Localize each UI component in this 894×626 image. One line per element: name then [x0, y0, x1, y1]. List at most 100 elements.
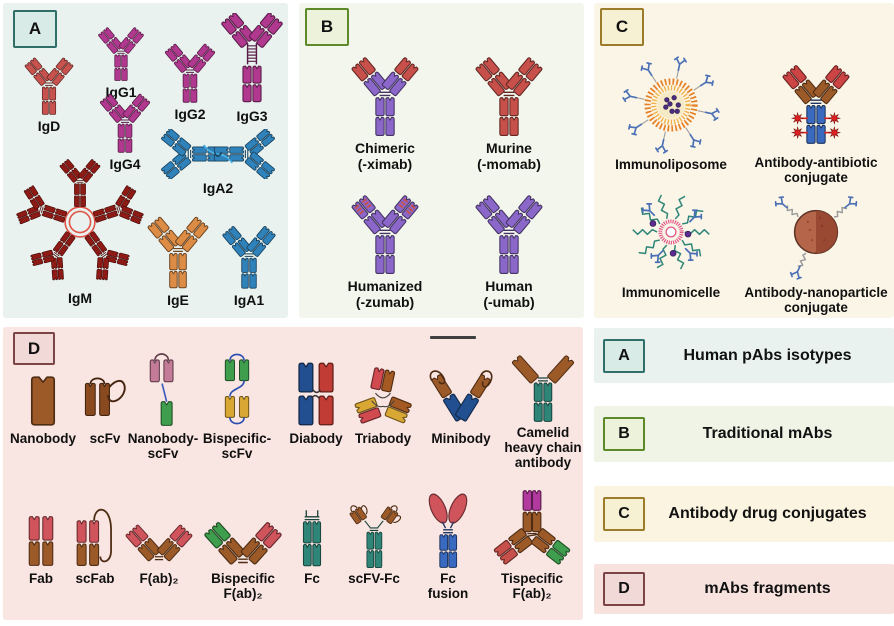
legend-label-c: Antibody drug conjugates — [668, 505, 867, 522]
nanobody-scfv-label: Nanobody-scFv — [127, 431, 199, 462]
fc-figure: Fc — [289, 507, 335, 586]
panel-c: C Immunoliposome Antibody-antibiotic conj… — [594, 3, 894, 318]
igg3-figure: IgG3 — [213, 13, 291, 125]
iga2-antibody-icon — [149, 129, 287, 179]
igg3-antibody-icon — [213, 13, 291, 107]
human-antibody-icon — [451, 189, 567, 277]
igg1-figure: IgG1 — [73, 23, 169, 101]
nanobody-scfv-figure: Nanobody-scFv — [128, 349, 198, 461]
ige-label: IgE — [167, 292, 189, 308]
fc-icon — [289, 507, 335, 569]
igg4-antibody-icon — [83, 89, 167, 155]
ige-antibody-icon — [139, 211, 217, 291]
fc-label: Fc — [304, 571, 320, 586]
fc-fusion-figure: Fc fusion — [413, 489, 483, 601]
legend-badge-b: B — [603, 417, 645, 451]
bispecific-fab2-figure: Bispecific F(ab)₂ — [199, 513, 287, 601]
scfv-label: scFv — [89, 431, 121, 446]
igm-label: IgM — [67, 290, 93, 306]
fc-fusion-icon — [413, 489, 483, 569]
iga2-label: IgA2 — [202, 180, 234, 196]
igm-figure: IgM — [7, 155, 153, 307]
iga1-figure: IgA1 — [209, 221, 289, 309]
human-figure: Human (-umab) — [451, 189, 567, 310]
antibody-nanoparticle-label: Antibody-nanoparticle conjugate — [744, 285, 888, 316]
nanobody-scfv-icon — [131, 349, 195, 429]
diabody-label: Diabody — [289, 431, 343, 446]
legend-label-b: Traditional mAbs — [702, 425, 833, 442]
fab-label: Fab — [28, 571, 53, 586]
scfv-icon — [81, 361, 129, 429]
fab2-icon — [121, 513, 197, 569]
humanized-figure: Humanized (-zumab) — [327, 189, 443, 310]
minibody-icon — [421, 357, 501, 429]
scale-bar — [430, 336, 476, 339]
panel-c-badge: C — [600, 8, 644, 46]
panel-d-badge: D — [13, 332, 55, 365]
immunoliposome-figure: Immunoliposome — [604, 55, 738, 172]
scfv-fc-figure: scFV-Fc — [337, 501, 411, 586]
igg2-figure: IgG2 — [147, 39, 233, 123]
legend-label-a: Human pAbs isotypes — [683, 346, 852, 364]
legend-row-c: C Antibody drug conjugates — [594, 486, 894, 542]
bispecific-scfv-label: Bispecific-scFv — [202, 431, 272, 462]
legend-row-b: B Traditional mAbs — [594, 406, 894, 462]
scfv-figure: scFv — [81, 361, 129, 446]
minibody-label: Minibody — [431, 431, 491, 446]
diabody-icon — [287, 359, 345, 429]
camelid-figure: Camelid heavy chain antibody — [503, 343, 583, 470]
scfab-figure: scFab — [69, 503, 121, 586]
igm-pentamer-icon — [7, 155, 153, 289]
igg3-label: IgG3 — [236, 108, 268, 124]
nanobody-icon — [5, 373, 81, 429]
panel-d: D Nanobody scFv Nanobody-scFv Bispecific… — [3, 327, 583, 620]
camelid-label: Camelid heavy chain antibody — [504, 425, 582, 471]
panel-b: B Chimeric (-ximab) Murine (-momab) Humani… — [299, 3, 584, 318]
human-label: Human (-umab) — [483, 278, 535, 310]
igg4-label: IgG4 — [109, 156, 141, 172]
panel-b-badge: B — [305, 8, 349, 46]
chimeric-antibody-icon — [327, 51, 443, 139]
igg2-label: IgG2 — [174, 106, 206, 122]
murine-figure: Murine (-momab) — [451, 51, 567, 172]
humanized-label: Humanized (-zumab) — [347, 278, 423, 310]
antibody-nanoparticle-figure: Antibody-nanoparticle conjugate — [742, 181, 890, 315]
chimeric-figure: Chimeric (-ximab) — [327, 51, 443, 172]
scfv-fc-icon — [337, 501, 411, 569]
triabody-icon — [347, 361, 419, 429]
diabody-figure: Diabody — [287, 359, 345, 446]
igd-label: IgD — [37, 118, 61, 134]
igg1-label: IgG1 — [105, 84, 137, 100]
fab2-figure: F(ab)₂ — [121, 513, 197, 586]
bispecific-fab2-icon — [199, 513, 287, 569]
tispecific-fab2-label: Tispecific F(ab)₂ — [500, 571, 564, 602]
scfab-label: scFab — [75, 571, 115, 586]
legend-badge-c: C — [603, 497, 645, 531]
legend-badge-a: A — [603, 338, 645, 373]
nanoparticle-icon — [742, 181, 890, 283]
igg4-figure: IgG4 — [83, 89, 167, 173]
triabody-figure: Triabody — [347, 361, 419, 446]
bispecific-fab2-label: Bispecific F(ab)₂ — [211, 571, 275, 602]
panel-a-badge: A — [13, 10, 57, 48]
immunomicelle-figure: Immunomicelle — [604, 181, 738, 300]
tispecific-fab2-icon — [485, 487, 579, 569]
scfab-icon — [69, 503, 121, 569]
legend-row-d: D mAbs fragments — [594, 564, 894, 614]
murine-label: Murine (-momab) — [477, 140, 541, 172]
igg1-antibody-icon — [73, 23, 169, 83]
fc-fusion-label: Fc fusion — [427, 571, 469, 602]
fab2-label: F(ab)₂ — [139, 571, 179, 586]
nanobody-figure: Nanobody — [5, 373, 81, 446]
fab-figure: Fab — [11, 513, 71, 586]
immunomicelle-label: Immunomicelle — [621, 285, 721, 300]
nanobody-label: Nanobody — [10, 431, 76, 446]
iga1-label: IgA1 — [233, 292, 265, 308]
immunoliposome-label: Immunoliposome — [615, 157, 727, 172]
antibody-antibiotic-figure: Antibody-antibiotic conjugate — [742, 53, 890, 185]
micelle-icon — [604, 181, 738, 283]
iga2-figure: IgA2 — [149, 129, 287, 197]
antibody-antibiotic-label: Antibody-antibiotic conjugate — [754, 155, 878, 186]
bispecific-scfv-icon — [199, 349, 275, 429]
